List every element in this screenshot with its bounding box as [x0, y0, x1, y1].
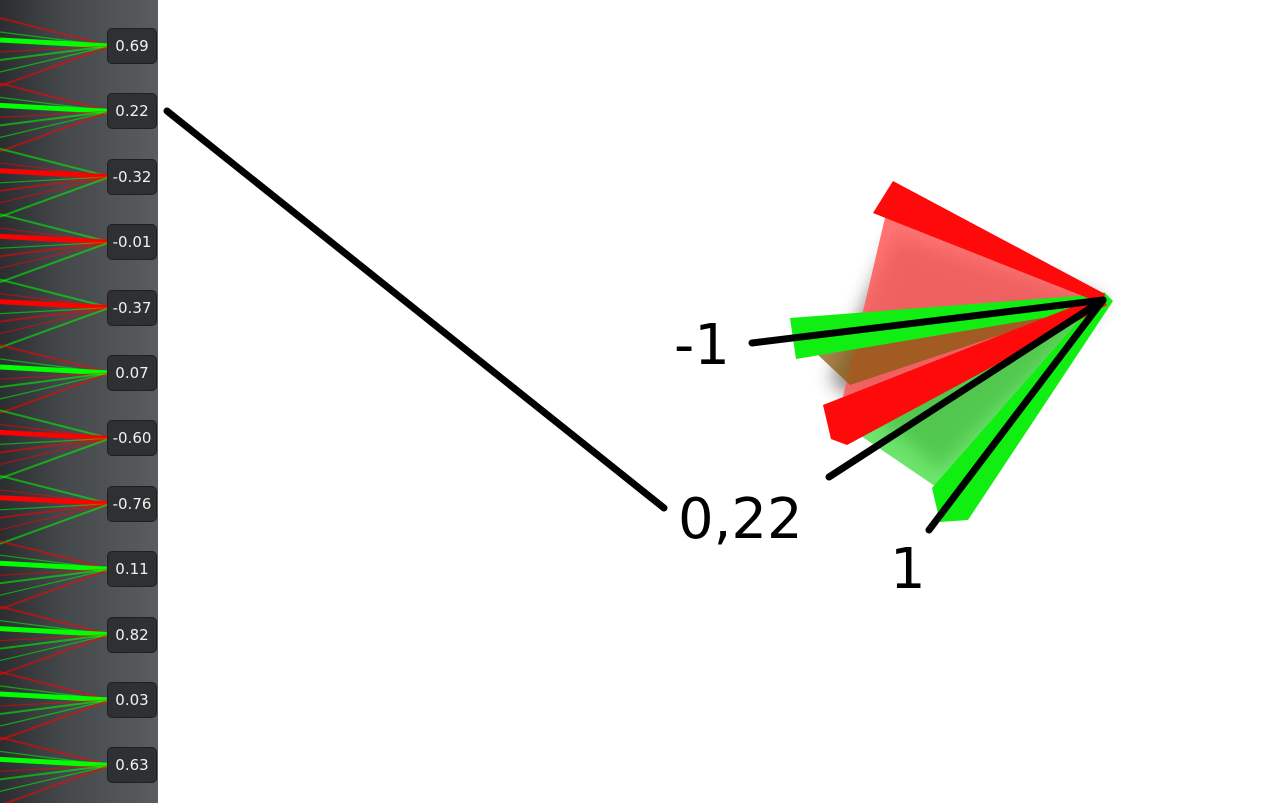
connection-line	[3, 764, 111, 803]
connection-line	[0, 540, 111, 571]
connection-line	[0, 756, 111, 768]
connection-line	[0, 502, 111, 545]
connection-line	[0, 429, 111, 441]
pointer-line-highlighted	[825, 296, 1107, 481]
connection-line	[0, 278, 111, 309]
connection-line	[0, 307, 111, 315]
connection-line	[0, 495, 111, 507]
connection-line	[0, 699, 111, 707]
node-value-badge: 0.07	[107, 355, 157, 391]
mixed-sweep-area	[800, 300, 1105, 385]
connection-line	[0, 372, 111, 414]
node-value-badge: -0.01	[107, 224, 157, 261]
connection-line	[0, 175, 111, 192]
connection-line	[0, 82, 111, 113]
node-value-badge: -0.60	[107, 420, 157, 457]
connection-line	[0, 502, 111, 519]
connection-line	[0, 699, 111, 727]
connection-line	[0, 45, 111, 87]
connection-line	[0, 437, 111, 445]
neuron-strip: 0.69 0.22 -0.32 -0.01 -0.37 0.07 -0.60 -0.76 0.1…	[0, 0, 158, 803]
connection-line	[0, 626, 111, 638]
pointer-line-one	[925, 296, 1107, 534]
pointer-line-minus-one	[748, 296, 1107, 347]
connection-line	[0, 691, 111, 703]
node-value-badge: 0.69	[107, 28, 157, 64]
connection-line	[0, 241, 111, 284]
connection-line	[0, 699, 111, 715]
connection-line	[0, 437, 111, 480]
label-one: 1	[890, 537, 926, 602]
connection-line	[0, 45, 111, 73]
node-value-badge: 0.63	[107, 747, 157, 784]
node-value-badge: -0.37	[107, 289, 157, 326]
node-value-badge: 0.11	[107, 551, 157, 588]
connection-line	[0, 633, 111, 676]
connection-line	[0, 45, 111, 53]
connection-line	[0, 364, 111, 376]
node-value-badge: 0.82	[107, 616, 157, 653]
connection-line	[0, 764, 111, 772]
connection-line	[0, 307, 111, 335]
connection-line	[0, 671, 111, 701]
label-minus-one: -1	[674, 313, 730, 378]
connection-line	[0, 437, 111, 454]
connection-line	[0, 241, 111, 249]
weight-bar-highlighted	[823, 296, 1107, 445]
callout-connector	[163, 107, 668, 512]
connection-line	[0, 568, 111, 596]
connection-line	[0, 102, 111, 114]
node-value-badge: -0.32	[107, 158, 157, 195]
connection-line	[0, 233, 111, 245]
connection-line	[0, 568, 111, 611]
weight-bar-negative-top	[873, 181, 1105, 304]
connection-line	[0, 168, 111, 180]
connection-line	[0, 474, 111, 505]
connection-line	[0, 568, 111, 585]
connection-line	[0, 372, 111, 388]
connection-line	[0, 110, 111, 118]
connection-line	[0, 147, 111, 178]
connection-line	[0, 372, 111, 400]
connection-line	[0, 409, 111, 440]
connection-line	[0, 764, 111, 781]
connection-line	[0, 568, 111, 576]
connection-line	[0, 176, 111, 204]
connection-line	[0, 241, 111, 269]
connection-line	[0, 241, 111, 258]
node-value-badge: 0.22	[107, 93, 157, 130]
connection-line	[0, 605, 111, 636]
connection-line	[0, 299, 111, 311]
connection-line	[0, 634, 111, 642]
connection-line	[0, 503, 111, 511]
label-highlighted-value: 0,22	[678, 487, 803, 552]
connection-line	[0, 306, 111, 349]
connection-line	[0, 213, 111, 244]
connection-line	[0, 37, 111, 49]
connection-line	[0, 764, 111, 792]
connection-line	[0, 110, 111, 127]
connection-line	[0, 175, 111, 218]
connection-line	[0, 437, 111, 465]
connection-line	[0, 372, 111, 380]
connection-line	[0, 344, 111, 374]
connection-line	[0, 306, 111, 323]
connection-line	[0, 17, 111, 47]
connection-line	[0, 633, 111, 650]
connection-line	[0, 699, 111, 741]
connection-line	[0, 736, 111, 767]
connection-line	[0, 560, 111, 572]
connection-line	[0, 503, 111, 531]
node-value-badge: -0.76	[107, 485, 157, 522]
connection-line	[0, 634, 111, 662]
positive-sweep-area	[845, 300, 1105, 495]
connection-line	[0, 176, 111, 184]
connection-line	[0, 110, 111, 138]
connection-line	[0, 110, 111, 153]
node-value-badge: 0.03	[107, 682, 157, 718]
connection-lines	[0, 17, 111, 803]
connection-line	[0, 45, 111, 61]
